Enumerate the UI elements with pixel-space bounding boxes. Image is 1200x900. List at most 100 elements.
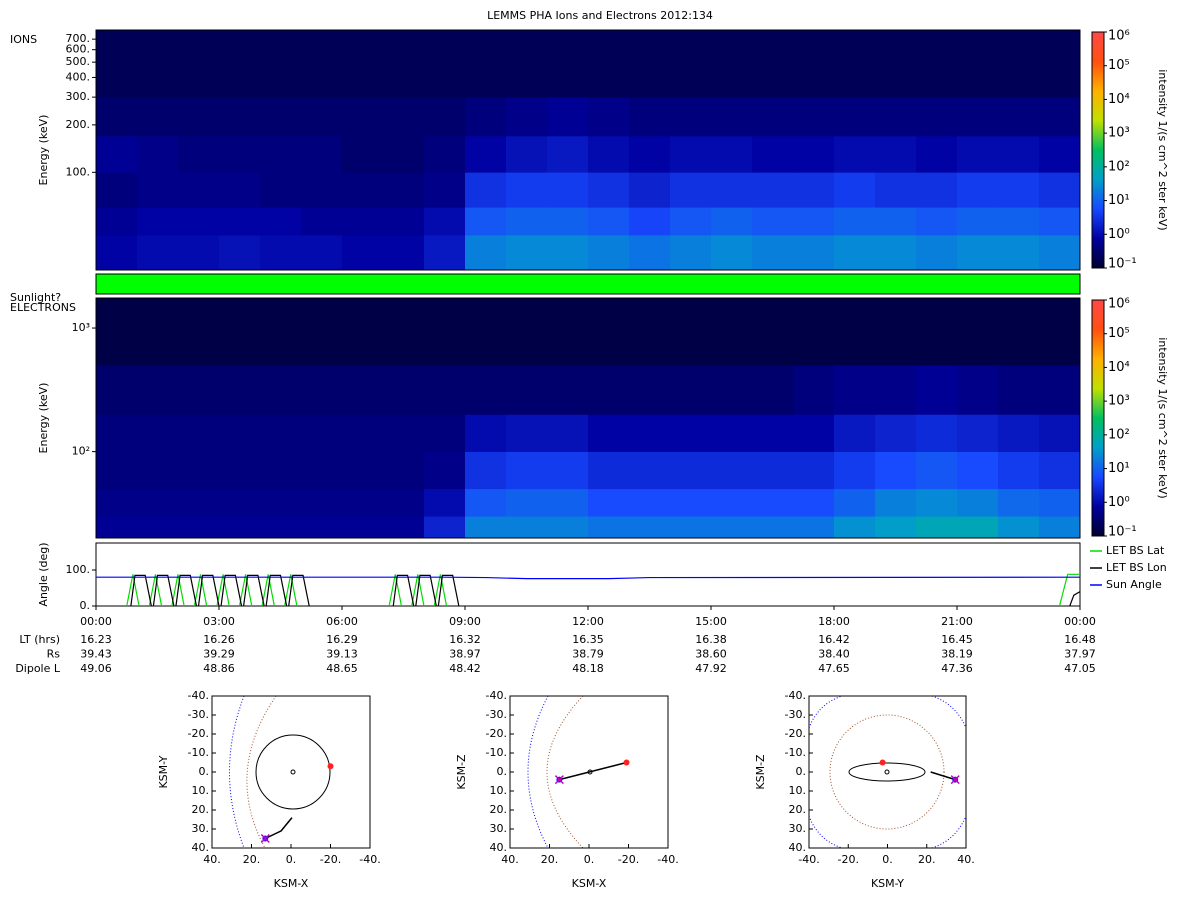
heat-cell: [260, 516, 302, 539]
heat-cell: [506, 136, 548, 173]
heat-cell: [711, 97, 753, 137]
heat-cell: [301, 97, 343, 137]
x-tick-label: 15:00: [695, 615, 727, 628]
y-tick-label: -40.: [785, 689, 806, 702]
heat-cell: [547, 172, 589, 208]
heat-cell: [219, 365, 261, 415]
ephemeris-name: LT (hrs): [19, 633, 60, 646]
heat-cell: [793, 235, 835, 271]
legend-label: LET BS Lat: [1106, 544, 1165, 557]
heat-cell: [219, 451, 261, 490]
ephemeris-value: 47.05: [1064, 662, 1096, 675]
series-line: [130, 574, 1081, 607]
heat-cell: [137, 414, 179, 452]
orbit-decor: [229, 695, 967, 849]
y-tick-label: 10.: [789, 784, 807, 797]
spacecraft-marker: [554, 775, 564, 785]
heat-cell: [588, 414, 630, 452]
heat-cell: [834, 451, 876, 490]
heat-cell: [998, 298, 1040, 366]
colorbar-tick-label: 10⁰: [1108, 495, 1130, 510]
y-tick-label: 500.: [66, 55, 91, 68]
heat-cell: [547, 365, 589, 415]
heat-cell: [137, 172, 179, 208]
heat-cell: [793, 451, 835, 490]
heat-cell: [301, 451, 343, 490]
heat-cell: [424, 97, 466, 137]
heat-cell: [342, 414, 384, 452]
heat-cell: [383, 30, 425, 98]
heat-cell: [96, 516, 138, 539]
planet: [884, 769, 890, 775]
ephemeris-value: 39.43: [80, 648, 112, 661]
heat-cell: [260, 172, 302, 208]
ephemeris-value: 38.97: [449, 648, 481, 661]
heat-cell: [547, 516, 589, 539]
colorbar-tick-label: 10⁶: [1108, 29, 1130, 44]
heat-cell: [465, 365, 507, 415]
heat-cell: [424, 451, 466, 490]
heat-cell: [342, 172, 384, 208]
heat-cell: [465, 516, 507, 539]
x-tick-label: 40.: [203, 853, 221, 866]
heat-cell: [752, 30, 794, 98]
colorbar-tick-label: 10²: [1108, 427, 1130, 442]
moon-orbit: [848, 762, 926, 782]
x-tick-label: 20.: [541, 853, 559, 866]
heat-cell: [834, 414, 876, 452]
heat-cell: [998, 451, 1040, 490]
heat-cell: [260, 235, 302, 271]
ephemeris-value: 38.40: [818, 648, 850, 661]
ephemeris-value: 16.38: [695, 633, 727, 646]
x-axis-label: KSM-Y: [871, 877, 904, 890]
heat-cell: [670, 414, 712, 452]
heat-cell: [96, 30, 138, 98]
heat-cell: [793, 172, 835, 208]
ephemeris-name: Dipole L: [15, 662, 61, 675]
status-frame: [95, 273, 1081, 295]
heat-cell: [588, 97, 630, 137]
y-tick-label: 10²: [72, 445, 90, 458]
heat-cell: [301, 172, 343, 208]
bow-shock: [527, 695, 549, 849]
heat-cell: [506, 172, 548, 208]
heat-cell: [342, 136, 384, 173]
heat-cell: [383, 172, 425, 208]
heat-cell: [260, 488, 302, 517]
panel-label: IONS: [10, 33, 37, 46]
x-tick-label: 00:00: [1064, 615, 1096, 628]
heat-cell: [96, 97, 138, 137]
heat-cell: [301, 298, 343, 366]
heat-cell: [424, 365, 466, 415]
colorbar-tick-label: 10⁴: [1108, 92, 1130, 107]
magnetopause: [546, 695, 584, 849]
heat-cell: [998, 365, 1040, 415]
status-label: Sunlight?: [10, 291, 61, 304]
heat-cell: [629, 516, 671, 539]
heat-cell: [96, 365, 138, 415]
x-tick-label: -40.: [657, 853, 678, 866]
heat-cell: [957, 365, 999, 415]
heat-cell: [383, 516, 425, 539]
heat-cell: [957, 97, 999, 137]
heat-cell: [670, 516, 712, 539]
x-tick-label: -20.: [618, 853, 639, 866]
heat-cell: [178, 451, 220, 490]
heat-cell: [916, 207, 958, 236]
y-tick-label: -10.: [486, 746, 507, 759]
heat-cell: [670, 365, 712, 415]
heat-cell: [957, 172, 999, 208]
heat-cell: [588, 207, 630, 236]
heat-cell: [629, 488, 671, 517]
heat-cell: [424, 298, 466, 366]
ephemeris-value: 16.26: [203, 633, 235, 646]
heat-cell: [834, 172, 876, 208]
heat-cell: [96, 235, 138, 271]
heat-cell: [424, 488, 466, 517]
heat-cell: [301, 136, 343, 173]
x-axis-label: KSM-X: [572, 877, 607, 890]
heat-cell: [465, 172, 507, 208]
heat-cell: [670, 298, 712, 366]
moon-position: [623, 759, 630, 766]
heat-cell: [547, 97, 589, 137]
